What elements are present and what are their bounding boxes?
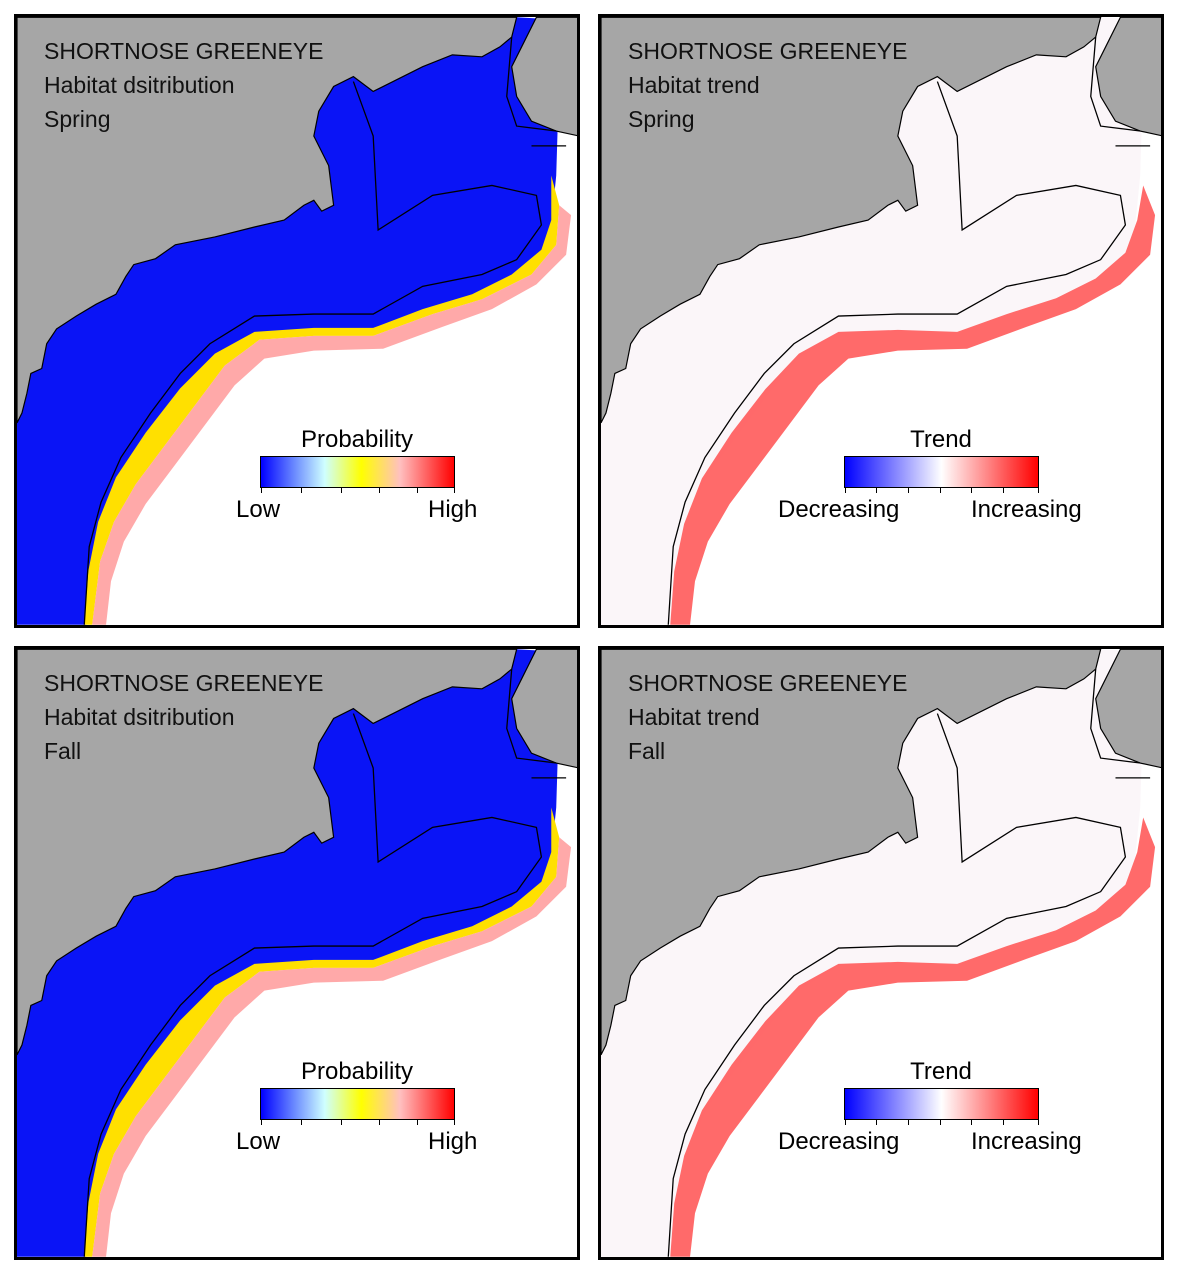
trend-color-bar xyxy=(843,456,1039,493)
species-title: SHORTNOSE GREENEYE xyxy=(628,38,908,64)
legend-high-label: Increasing xyxy=(971,1128,1082,1155)
legend-title: Probability xyxy=(300,426,414,453)
legend-low-label: Decreasing xyxy=(778,496,900,523)
probability-legend: Probability Low High xyxy=(232,1059,482,1158)
measure-title: Habitat trend xyxy=(628,704,760,730)
map-panel-trend-spring: SHORTNOSE GREENEYE Habitat trend Spring … xyxy=(598,14,1164,628)
species-title: SHORTNOSE GREENEYE xyxy=(628,670,908,696)
map-panel-distribution-spring: SHORTNOSE GREENEYE Habitat dsitribution … xyxy=(14,14,580,628)
legend-low-label: Low xyxy=(236,496,281,523)
trend-legend: Trend Decreasing Increasing xyxy=(778,426,1082,526)
legend-title: Probability xyxy=(300,1058,414,1085)
legend-title: Trend xyxy=(910,1058,972,1085)
season-title: Fall xyxy=(628,738,666,764)
trend-color-bar xyxy=(843,1088,1039,1125)
legend-high-label: Increasing xyxy=(971,496,1082,523)
probability-color-bar xyxy=(259,1088,455,1125)
probability-color-bar xyxy=(259,456,455,493)
probability-legend: Probability Low High xyxy=(232,427,482,526)
measure-title: Habitat trend xyxy=(628,72,760,98)
species-title: SHORTNOSE GREENEYE xyxy=(44,38,324,64)
map-panel-distribution-fall: SHORTNOSE GREENEYE Habitat dsitribution … xyxy=(14,646,580,1260)
legend-low-label: Decreasing xyxy=(778,1128,900,1155)
legend-low-label: Low xyxy=(236,1128,281,1155)
measure-title: Habitat dsitribution xyxy=(44,704,235,730)
season-title: Spring xyxy=(628,106,695,132)
legend-high-label: High xyxy=(428,496,478,523)
map-panel-trend-fall: SHORTNOSE GREENEYE Habitat trend Fall Tr… xyxy=(598,646,1164,1260)
legend-title: Trend xyxy=(910,426,972,453)
season-title: Spring xyxy=(44,106,111,132)
species-title: SHORTNOSE GREENEYE xyxy=(44,670,324,696)
measure-title: Habitat dsitribution xyxy=(44,72,235,98)
season-title: Fall xyxy=(44,738,82,764)
legend-high-label: High xyxy=(428,1128,478,1155)
trend-legend: Trend Decreasing Increasing xyxy=(778,1058,1082,1158)
